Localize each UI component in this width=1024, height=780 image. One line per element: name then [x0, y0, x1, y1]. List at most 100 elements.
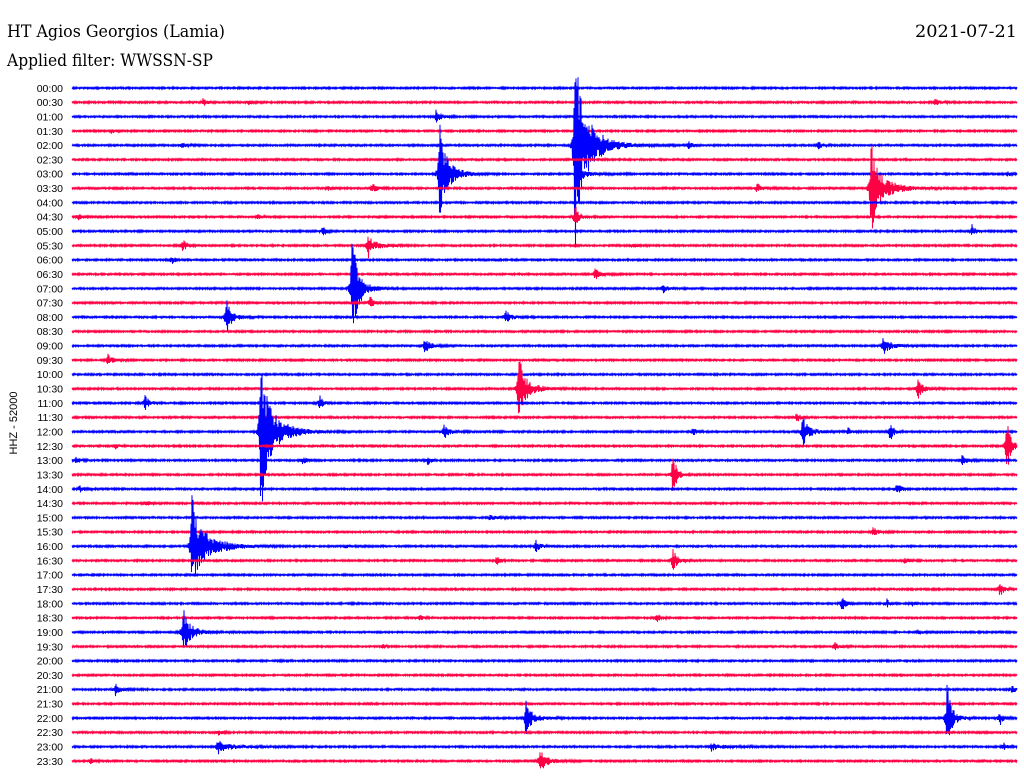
time-label-03-30: 03:30 — [37, 183, 63, 195]
trace-13-00 — [71, 455, 1018, 466]
time-label-15-30: 15:30 — [37, 527, 63, 539]
trace-11-30 — [71, 413, 1018, 422]
time-label-16-30: 16:30 — [37, 555, 63, 567]
time-label-10-30: 10:30 — [37, 384, 63, 396]
trace-20-00 — [71, 658, 1018, 664]
trace-00-30 — [71, 98, 1018, 106]
seismic-traces — [71, 77, 1018, 769]
trace-05-00 — [71, 224, 1018, 236]
time-label-08-00: 08:00 — [37, 312, 63, 324]
time-label-14-30: 14:30 — [37, 498, 63, 510]
time-label-14-00: 14:00 — [37, 484, 63, 496]
time-label-12-00: 12:00 — [37, 427, 63, 439]
time-label-19-30: 19:30 — [37, 641, 63, 653]
time-label-00-30: 00:30 — [37, 97, 63, 109]
time-label-20-00: 20:00 — [37, 656, 63, 668]
trace-19-30 — [71, 642, 1018, 651]
time-label-17-00: 17:00 — [37, 570, 63, 582]
time-axis-labels: 00:00 00:30 01:00 01:30 02:00 02:30 03:00 03:30… — [37, 83, 63, 768]
trace-20-30 — [71, 672, 1018, 678]
time-label-08-30: 08:30 — [37, 326, 63, 338]
trace-18-00 — [71, 598, 1018, 610]
trace-12-00 — [71, 374, 1018, 502]
time-label-13-30: 13:30 — [37, 469, 63, 481]
time-label-09-30: 09:30 — [37, 355, 63, 367]
time-label-01-00: 01:00 — [37, 111, 63, 123]
time-label-05-30: 05:30 — [37, 240, 63, 252]
time-label-17-30: 17:30 — [37, 584, 63, 596]
trace-05-30 — [71, 236, 1018, 259]
trace-19-00 — [71, 610, 1018, 647]
time-label-06-00: 06:00 — [37, 255, 63, 267]
trace-08-00 — [71, 300, 1018, 332]
trace-17-00 — [71, 572, 1018, 578]
trace-23-00 — [71, 741, 1018, 755]
trace-14-00 — [71, 485, 1018, 493]
time-label-18-00: 18:00 — [37, 598, 63, 610]
filter-label: Applied filter: WWSSN-SP — [6, 51, 213, 71]
trace-01-00 — [71, 109, 1018, 123]
time-label-11-30: 11:30 — [38, 412, 64, 424]
trace-13-30 — [71, 458, 1018, 491]
time-label-18-30: 18:30 — [37, 613, 63, 625]
time-label-02-00: 02:00 — [37, 140, 63, 152]
trace-22-30 — [71, 729, 1018, 736]
time-label-23-00: 23:00 — [37, 742, 63, 754]
time-label-16-00: 16:00 — [37, 541, 63, 553]
trace-15-30 — [71, 527, 1018, 536]
time-label-23-30: 23:30 — [37, 756, 63, 768]
trace-15-00 — [71, 514, 1018, 521]
trace-21-00 — [71, 683, 1018, 697]
time-label-04-00: 04:00 — [37, 197, 63, 209]
time-label-12-30: 12:30 — [37, 441, 63, 453]
trace-02-00 — [71, 77, 1018, 248]
trace-02-30 — [71, 156, 1018, 163]
trace-09-30 — [71, 353, 1018, 365]
trace-16-00 — [71, 495, 1018, 575]
trace-00-00 — [71, 85, 1018, 91]
trace-04-00 — [71, 199, 1018, 206]
time-label-03-00: 03:00 — [37, 169, 63, 181]
trace-07-30 — [71, 296, 1018, 307]
time-label-09-00: 09:00 — [37, 341, 63, 353]
time-label-19-00: 19:00 — [37, 627, 63, 639]
trace-06-00 — [71, 256, 1018, 264]
trace-10-30 — [71, 361, 1018, 414]
trace-12-30 — [71, 426, 1018, 465]
time-label-05-00: 05:00 — [37, 226, 63, 238]
station-title: HT Agios Georgios (Lamia) — [7, 22, 225, 42]
trace-03-30 — [71, 145, 1018, 229]
time-label-02-30: 02:30 — [37, 154, 63, 166]
channel-label: HHZ - 52000 — [8, 392, 20, 455]
time-label-20-30: 20:30 — [37, 670, 63, 682]
trace-10-00 — [71, 371, 1018, 378]
trace-21-30 — [71, 701, 1018, 707]
trace-01-30 — [71, 128, 1018, 134]
time-label-07-30: 07:30 — [37, 298, 63, 310]
time-label-00-00: 00:00 — [37, 83, 63, 95]
trace-06-30 — [71, 268, 1018, 280]
trace-16-30 — [71, 548, 1018, 570]
time-label-21-30: 21:30 — [37, 699, 63, 711]
trace-22-00 — [71, 684, 1018, 736]
time-label-01-30: 01:30 — [37, 126, 63, 138]
trace-23-30 — [71, 752, 1018, 769]
record-date: 2021-07-21 — [915, 22, 1017, 42]
trace-09-00 — [71, 338, 1018, 354]
time-label-15-00: 15:00 — [37, 512, 63, 524]
trace-14-30 — [71, 500, 1018, 507]
trace-04-30 — [71, 206, 1018, 223]
time-label-22-30: 22:30 — [37, 727, 63, 739]
trace-11-00 — [71, 395, 1018, 411]
time-label-21-00: 21:00 — [37, 684, 63, 696]
time-label-04-30: 04:30 — [37, 212, 63, 224]
time-label-06-30: 06:30 — [37, 269, 63, 281]
time-label-11-00: 11:00 — [38, 398, 64, 410]
time-label-22-00: 22:00 — [37, 713, 63, 725]
trace-03-00 — [71, 124, 1018, 213]
trace-08-30 — [71, 328, 1018, 335]
trace-18-30 — [71, 614, 1018, 622]
trace-07-00 — [71, 243, 1018, 324]
time-label-07-00: 07:00 — [37, 283, 63, 295]
